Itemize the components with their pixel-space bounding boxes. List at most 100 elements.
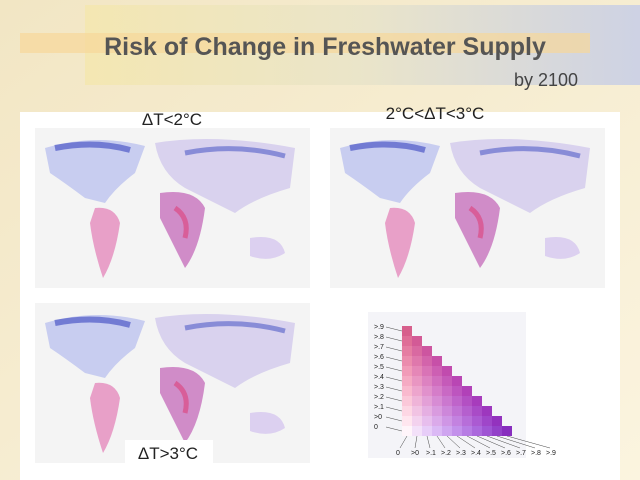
legend-cell <box>402 406 412 416</box>
legend-x-label: >.5 <box>486 450 496 457</box>
title: Risk of Change in Freshwater Supply <box>104 33 546 61</box>
legend-cell <box>402 326 412 336</box>
legend-cell <box>402 376 412 386</box>
legend-cell <box>492 416 502 426</box>
legend-cell <box>432 356 442 366</box>
legend-x-label: 0 <box>396 450 400 457</box>
legend-cell <box>412 376 422 386</box>
legend-y-label: >0 <box>374 414 382 421</box>
legend-y-label: >.4 <box>374 374 384 381</box>
legend-cell <box>422 396 432 406</box>
legend-cell <box>422 376 432 386</box>
legend-cell <box>402 366 412 376</box>
legend-cell <box>412 406 422 416</box>
map <box>35 303 310 463</box>
legend-cell <box>412 336 422 346</box>
map-label: 2°C<ΔT<3°C <box>386 104 485 123</box>
legend-cell <box>442 406 452 416</box>
legend-cell <box>442 386 452 396</box>
legend-leader <box>486 435 521 449</box>
legend-y-label: >.5 <box>374 364 384 371</box>
legend-leader <box>385 426 403 432</box>
legend-cell <box>472 426 482 436</box>
legend-cell <box>462 396 472 406</box>
legend-leader <box>426 435 431 449</box>
legend-leader <box>476 435 506 449</box>
legend-cell <box>442 366 452 376</box>
legend-leader <box>446 435 461 449</box>
legend-cell <box>402 386 412 396</box>
legend-cell <box>422 416 432 426</box>
legend-y-label: >.8 <box>374 334 384 341</box>
legend-cell <box>412 356 422 366</box>
legend-cell <box>422 406 432 416</box>
legend-cell <box>412 366 422 376</box>
legend-cell <box>452 416 462 426</box>
legend-cell <box>482 406 492 416</box>
legend-cell <box>402 416 412 426</box>
legend-cell <box>432 386 442 396</box>
legend-leader <box>506 435 551 449</box>
legend-cell <box>432 366 442 376</box>
legend-cell <box>442 376 452 386</box>
legend-leader <box>385 416 403 422</box>
legend-cell <box>482 426 492 436</box>
legend-leader <box>385 396 403 402</box>
legend-cell <box>482 416 492 426</box>
legend-x-label: >.9 <box>546 450 556 457</box>
legend-cell <box>452 376 462 386</box>
legend-cell <box>462 426 472 436</box>
legend-y-label: >.7 <box>374 344 384 351</box>
legend-leader <box>385 376 403 382</box>
map-label: ΔT<2°C <box>142 110 202 129</box>
legend-cell <box>402 426 412 436</box>
legend-cell <box>432 376 442 386</box>
legend-cell <box>492 426 502 436</box>
legend-leader <box>436 435 446 449</box>
legend-leader <box>496 435 536 449</box>
legend-cell <box>422 346 432 356</box>
legend-cell <box>422 366 432 376</box>
legend-cell <box>402 356 412 366</box>
map-label: ΔT>3°C <box>138 444 198 463</box>
legend-cell <box>462 386 472 396</box>
legend-y-label: >.2 <box>374 394 384 401</box>
legend-cell <box>472 406 482 416</box>
legend-cell <box>452 426 462 436</box>
legend-cell <box>452 396 462 406</box>
legend-leader <box>399 435 408 449</box>
legend-cell <box>462 406 472 416</box>
legend-cell <box>462 416 472 426</box>
legend-cell <box>412 396 422 406</box>
legend-x-label: >.2 <box>441 450 451 457</box>
legend-cell <box>412 426 422 436</box>
legend-cell <box>442 426 452 436</box>
legend-x-label: >.8 <box>531 450 541 457</box>
legend-y-label: >.1 <box>374 404 384 411</box>
legend-x-label: >.1 <box>426 450 436 457</box>
legend-x-label: >.3 <box>456 450 466 457</box>
legend-cell <box>412 386 422 396</box>
legend-cell <box>402 336 412 346</box>
legend-x-label: >.4 <box>471 450 481 457</box>
legend-cell <box>432 416 442 426</box>
legend-cell <box>432 426 442 436</box>
legend-cell <box>432 406 442 416</box>
legend-leader <box>385 356 403 362</box>
legend-leader <box>414 435 418 449</box>
legend-cell <box>452 386 462 396</box>
legend-x-label: >.7 <box>516 450 526 457</box>
legend-cell <box>472 416 482 426</box>
legend-y-label: >.6 <box>374 354 384 361</box>
legend-leader <box>385 326 403 332</box>
legend-cell <box>402 396 412 406</box>
banner-stripe <box>20 33 590 53</box>
legend-cell <box>422 356 432 366</box>
legend-cell <box>472 396 482 406</box>
legend-y-label: >.9 <box>374 324 384 331</box>
legend-leader <box>385 366 403 372</box>
legend: >.9 >.8 >.7 >.6 >.5 >.4 >.3 >.2 >.1 >0 0 0 >0 >.1 >.2 >… <box>374 324 556 457</box>
legend-x-label: >0 <box>411 450 419 457</box>
legend-leader <box>385 386 403 392</box>
